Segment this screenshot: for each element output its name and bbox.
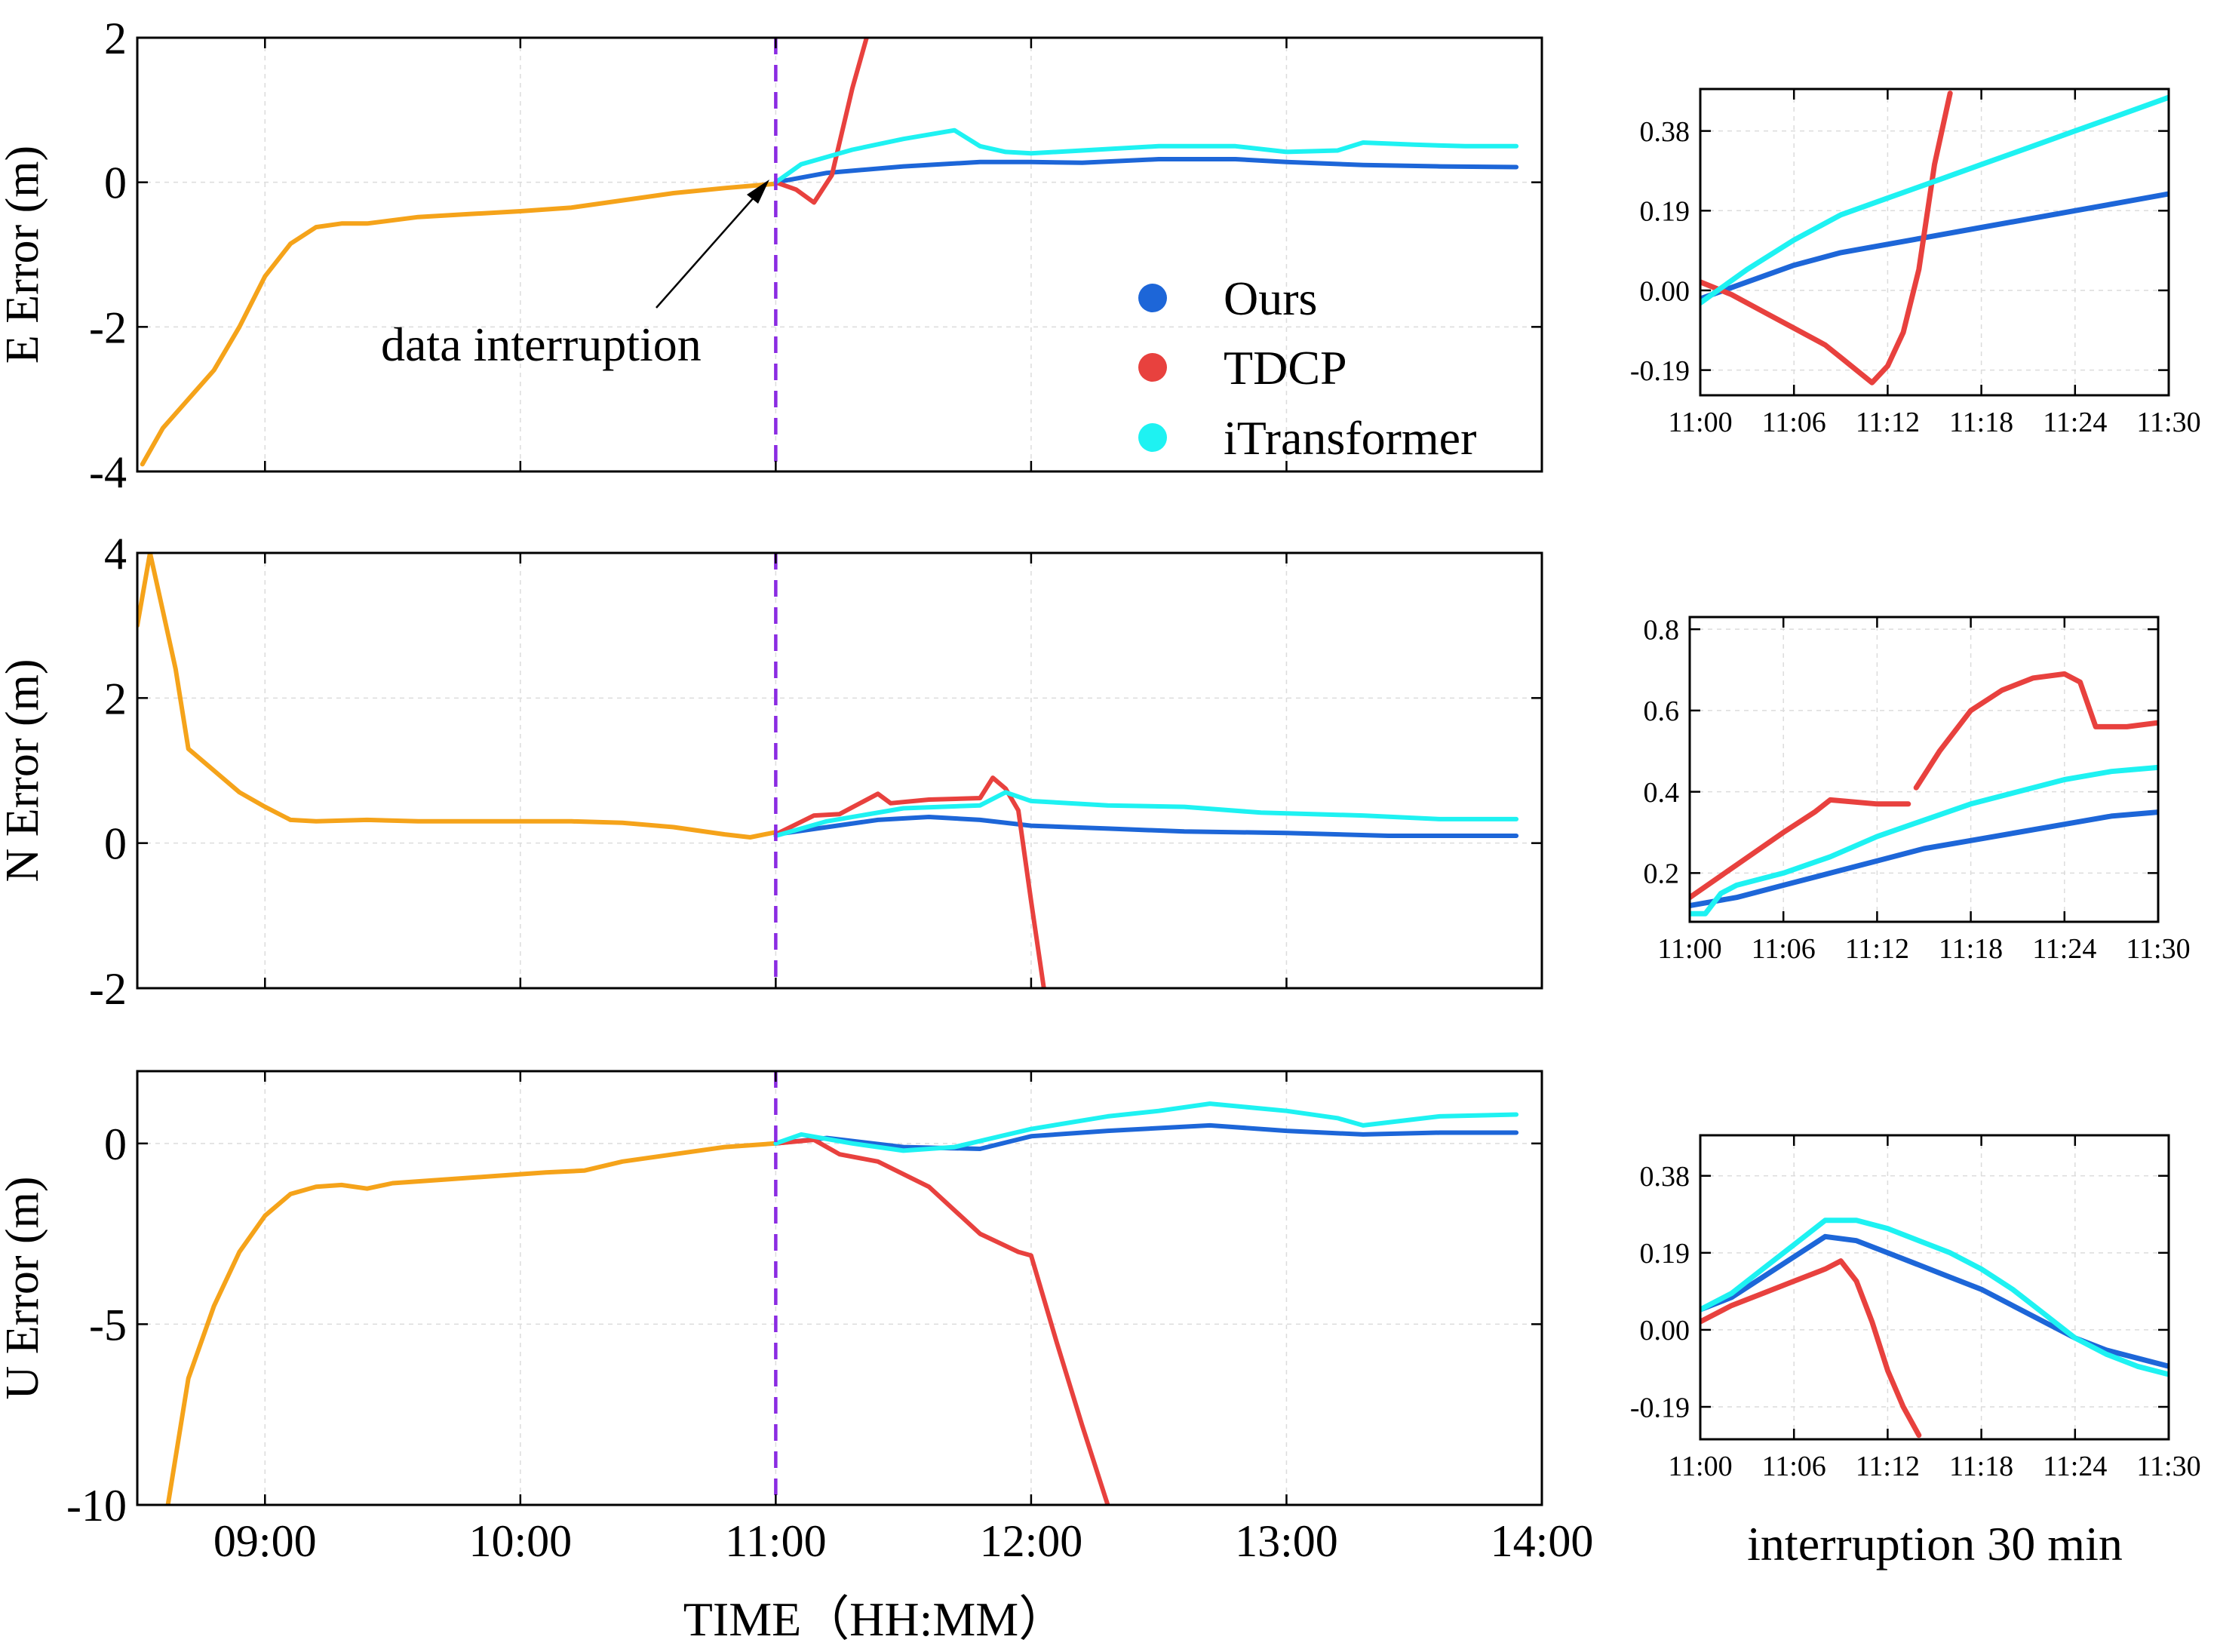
series-line-pre: [137, 553, 778, 840]
legend-label-itransformer: iTransformer: [1224, 411, 1476, 465]
panel-main_u: 09:00 10:00 11:00 12:00 13:00 14:00 -10 -5 0 U Er…: [0, 1070, 1594, 1566]
y-tick-label: -4: [89, 447, 127, 497]
x-tick-label: 11:12: [1845, 933, 1909, 965]
x-tick-label: 11:30: [2136, 407, 2200, 438]
plot-frame: [1688, 616, 2160, 923]
legend-marker-ours: [1138, 284, 1167, 312]
x-tick-label: 09:00: [213, 1516, 317, 1566]
x-tick-label: 11:30: [2126, 933, 2190, 965]
annotation-arrow-head: [747, 180, 769, 204]
legend-marker-tdcp: [1138, 353, 1167, 382]
plot-frame: [1699, 88, 2170, 397]
x-tick-label: 11:24: [2043, 1451, 2107, 1482]
panel-inset_n: 11:00 11:06 11:12 11:18 11:24 11:30 0.2 0.4 0.6 0…: [1644, 614, 2191, 965]
y-tick-label: 0: [104, 1119, 127, 1169]
y-tick-label: 0.38: [1640, 116, 1690, 148]
x-tick-label: 11:06: [1762, 407, 1826, 438]
y-label-n: N Error (m): [0, 659, 48, 882]
x-tick-label: 11:18: [1949, 1451, 2013, 1482]
series-line-tdcp: [1700, 91, 1953, 385]
plot-frame: [136, 551, 1543, 990]
y-tick-label: 0.38: [1640, 1161, 1690, 1193]
x-tick-label: 11:00: [1657, 933, 1721, 965]
series-line-itransformer: [1700, 1218, 2169, 1377]
panels-layer: -4 -2 0 2 E Error (m) -2 0 2 4 N Error (m) 09:00 10…: [0, 14, 2201, 1566]
series-line-itransformer: [773, 790, 1519, 838]
y-tick-label: 0.2: [1644, 858, 1680, 890]
y-tick-label: -0.19: [1630, 355, 1690, 387]
y-label-e: E Error (m): [0, 146, 48, 364]
y-tick-label: -2: [89, 964, 127, 1014]
panel-inset_u: 11:00 11:06 11:12 11:18 11:24 11:30 -0.19 0.00 0…: [1630, 1134, 2201, 1482]
series-line-itransformer: [773, 127, 1519, 185]
series-line-tdcp: [773, 775, 1046, 988]
series-line-ours: [773, 815, 1519, 838]
y-tick-label: 0.00: [1640, 1315, 1690, 1346]
y-tick-label: 2: [104, 14, 127, 63]
series-line-tdcp: [1700, 1258, 1922, 1439]
x-tick-label: 13:00: [1235, 1516, 1338, 1566]
y-tick-label: -5: [89, 1300, 127, 1350]
y-tick-label: 0: [104, 158, 127, 208]
y-tick-label: 2: [104, 674, 127, 723]
series-line-ours: [773, 1122, 1519, 1151]
x-tick-label: 11:18: [1939, 933, 2003, 965]
series-line-tdcp: [1913, 671, 2158, 791]
panel-inset_e: 11:00 11:06 11:12 11:18 11:24 11:30 -0.19 0.00 0…: [1630, 88, 2201, 438]
interruption-annotation: data interruption: [381, 180, 769, 371]
y-tick-label: 4: [104, 529, 127, 579]
legend-marker-itransformer: [1138, 423, 1167, 452]
x-tick-label: 12:00: [980, 1516, 1083, 1566]
annotation-arrow-line: [656, 189, 761, 309]
y-tick-label: -10: [66, 1481, 127, 1531]
x-tick-label: 11:06: [1762, 1451, 1826, 1482]
y-label-u: U Error (m): [0, 1176, 48, 1399]
x-axis-title: TIME（HH:MM）: [683, 1592, 1067, 1646]
series-line-itransformer: [1690, 764, 2158, 917]
series-line-ours: [1700, 191, 2169, 302]
series-line-itransformer: [1700, 94, 2169, 306]
side-caption: interruption 30 min: [1747, 1517, 2123, 1571]
legend-label-ours: Ours: [1224, 272, 1317, 325]
y-tick-label: 0.19: [1640, 196, 1690, 228]
y-tick-label: 0.8: [1644, 614, 1680, 646]
series-line-itransformer: [773, 1101, 1519, 1153]
series-line-ours: [1690, 809, 2158, 908]
y-tick-label: 0.00: [1640, 275, 1690, 307]
y-tick-label: 0.4: [1644, 777, 1680, 809]
plot-frame: [136, 1070, 1543, 1506]
series-line-ours: [1700, 1233, 2169, 1369]
x-tick-label: 11:24: [2043, 407, 2107, 438]
series-line-pre: [140, 181, 778, 467]
y-tick-label: 0: [104, 819, 127, 869]
x-tick-label: 14:00: [1491, 1516, 1594, 1566]
legend: Ours TDCP iTransformer: [1138, 272, 1476, 465]
legend-label-tdcp: TDCP: [1224, 341, 1347, 395]
y-tick-label: -0.19: [1630, 1392, 1690, 1423]
x-tick-label: 11:00: [725, 1516, 826, 1566]
series-line-tdcp: [773, 38, 869, 205]
x-tick-label: 11:06: [1752, 933, 1816, 965]
series-line-tdcp: [1690, 797, 1911, 901]
series-line-pre: [165, 1141, 778, 1505]
x-tick-label: 10:00: [468, 1516, 572, 1566]
series-line-ours: [773, 157, 1519, 185]
x-tick-label: 11:18: [1949, 407, 2013, 438]
plot-frame: [136, 36, 1543, 473]
panel-main_e: -4 -2 0 2 E Error (m): [0, 14, 1543, 497]
x-tick-label: 11:30: [2136, 1451, 2200, 1482]
y-tick-label: 0.6: [1644, 695, 1680, 727]
x-tick-label: 11:00: [1668, 1451, 1732, 1482]
x-tick-label: 11:12: [1856, 1451, 1920, 1482]
series-line-tdcp: [773, 1138, 1110, 1505]
x-tick-label: 11:00: [1668, 407, 1732, 438]
x-tick-label: 11:24: [2032, 933, 2096, 965]
panel-main_n: -2 0 2 4 N Error (m): [0, 529, 1543, 1014]
annotation-text: data interruption: [381, 318, 702, 371]
y-tick-label: -2: [89, 302, 127, 352]
y-tick-label: 0.19: [1640, 1238, 1690, 1270]
x-tick-label: 11:12: [1856, 407, 1920, 438]
plot-frame: [1699, 1134, 2170, 1441]
